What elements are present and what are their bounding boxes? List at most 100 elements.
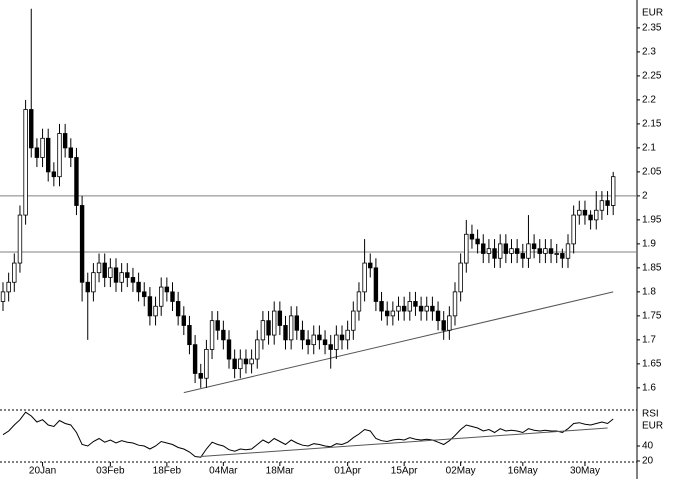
candle-body <box>283 325 288 341</box>
candle-body <box>418 305 424 312</box>
candle-body <box>311 334 316 346</box>
candle-body <box>51 171 57 178</box>
candle-body <box>17 214 23 264</box>
candle-body <box>102 262 107 278</box>
candle-body <box>158 286 164 307</box>
candle-body <box>362 262 367 293</box>
candle-body <box>6 281 11 293</box>
y-tick-label: 1.8 <box>642 287 656 298</box>
candle-body <box>317 334 322 341</box>
y-tick-label: 1.7 <box>642 334 656 345</box>
candle-body <box>153 305 158 317</box>
candle-body <box>424 305 429 312</box>
candle-body <box>40 137 45 158</box>
candle-body <box>588 214 593 221</box>
candle-body <box>175 301 181 317</box>
x-tick-label: 16May <box>508 466 538 477</box>
candle-body <box>221 329 226 341</box>
candle-body <box>62 133 68 149</box>
candle-body <box>452 291 458 317</box>
candle-body <box>305 339 311 346</box>
candle-body <box>226 339 232 360</box>
candle-body <box>192 344 198 374</box>
candle-body <box>249 358 254 365</box>
x-tick-label: 18Mar <box>266 466 295 477</box>
candle-body <box>514 248 520 254</box>
candle-body <box>288 315 294 341</box>
trend-line <box>200 427 608 457</box>
candle-body <box>334 334 339 350</box>
y-tick-label: 2.15 <box>642 119 662 130</box>
rsi-label: EUR <box>642 421 663 432</box>
candle-body <box>294 315 299 331</box>
candle-body <box>497 243 503 259</box>
candle-body <box>435 310 441 322</box>
candle-body <box>475 238 480 245</box>
candle-body <box>520 253 525 259</box>
y-tick-label: 20 <box>642 456 654 467</box>
candle-body <box>430 305 435 312</box>
y-tick-label: 1.9 <box>642 239 656 250</box>
candle-body <box>469 233 475 240</box>
y-tick-label: 2.1 <box>642 143 656 154</box>
candle-body <box>187 325 192 346</box>
candle-body <box>23 109 28 216</box>
candle-body <box>271 310 277 336</box>
candle-body <box>458 262 463 293</box>
candle-body <box>543 248 548 254</box>
candle-body <box>198 373 203 379</box>
candle-body <box>605 200 610 206</box>
candle-body <box>356 291 362 312</box>
candle-body <box>215 320 220 331</box>
candle-body <box>125 272 130 278</box>
rsi-title: RSI <box>642 409 659 420</box>
candle-body <box>119 272 124 283</box>
candle-body <box>147 296 153 317</box>
candle-body <box>577 209 582 216</box>
candle-body <box>594 209 599 221</box>
candle-body <box>384 310 390 317</box>
candle-body <box>181 315 186 326</box>
candle-body <box>130 277 136 283</box>
candle-body <box>243 358 249 365</box>
candle-body <box>368 262 373 269</box>
candle-body <box>34 147 40 158</box>
candle-body <box>373 267 379 302</box>
candle-body <box>492 248 497 259</box>
candle-body <box>85 281 90 293</box>
rsi-line <box>2 411 614 458</box>
candle-body <box>68 147 73 158</box>
candle-body <box>79 205 85 283</box>
candle-body <box>503 243 509 254</box>
trend-line <box>183 291 614 394</box>
candle-body <box>509 248 514 254</box>
candle-body <box>537 248 542 254</box>
candle-body <box>300 329 305 341</box>
candle-body <box>57 133 62 178</box>
candle-body <box>328 344 333 350</box>
y-tick-label: 2.35 <box>642 23 662 34</box>
candle-body <box>345 329 350 341</box>
candle-body <box>266 320 271 336</box>
x-tick-label: 30May <box>570 466 600 477</box>
x-tick-label: 20Jan <box>29 466 56 477</box>
x-tick-label: 02May <box>446 466 476 477</box>
candle-body <box>339 334 345 341</box>
candle-body <box>554 253 559 255</box>
y-tick-label: 1.65 <box>642 358 662 369</box>
candle-body <box>209 320 215 350</box>
candle-body <box>74 157 79 206</box>
candle-body <box>464 233 469 264</box>
candle-body <box>0 291 6 302</box>
candle-body <box>164 286 170 293</box>
candle-body <box>582 209 588 216</box>
candle-body <box>96 262 102 274</box>
candle-body <box>407 301 412 312</box>
candle-body <box>599 200 605 211</box>
y-tick-label: 40 <box>642 441 654 452</box>
candle-body <box>565 243 571 259</box>
candle-body <box>560 253 565 259</box>
candle-body <box>548 248 554 254</box>
